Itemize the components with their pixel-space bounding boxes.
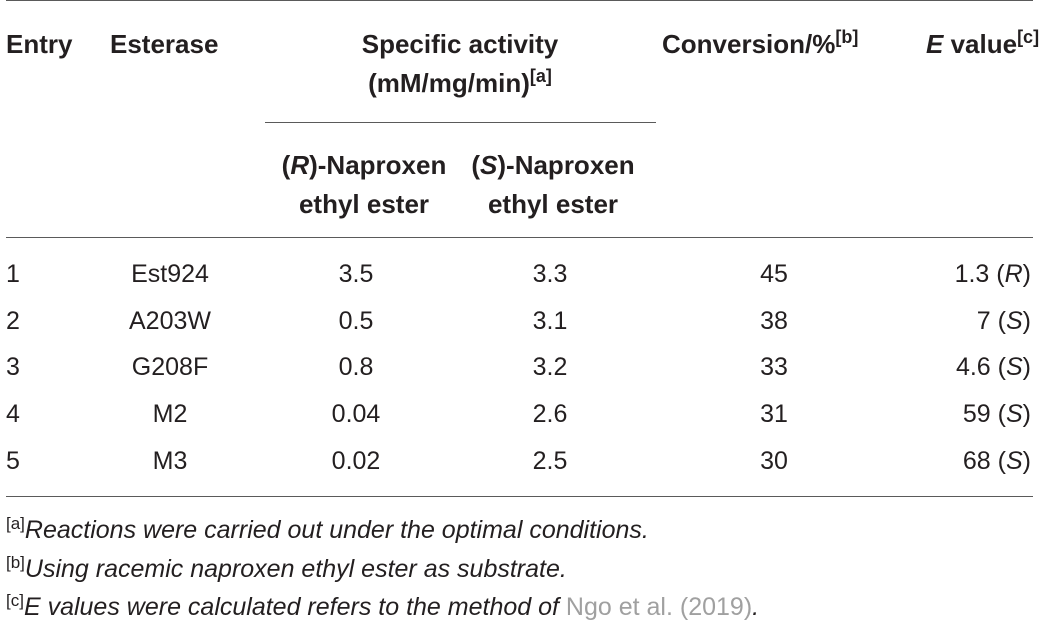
header-specific-activity-line1: Specific activity (361, 29, 559, 59)
cell-conversion: 30 (760, 447, 788, 475)
cell-entry: 3 (6, 353, 20, 381)
cell-r-activity: 3.5 (338, 260, 374, 288)
cell-esterase: G208F (131, 353, 209, 381)
footnote-a: [a]Reactions were carried out under the … (6, 514, 649, 544)
header-entry: Entry (6, 29, 73, 59)
cell-esterase: M2 (152, 400, 188, 428)
header-specific-activity-line2: (mM/mg/min)[a] (368, 66, 552, 98)
cell-s-activity: 3.2 (532, 353, 568, 381)
reference-link[interactable]: Ngo et al. (2019) (565, 593, 753, 621)
cell-entry: 5 (6, 447, 20, 475)
header-esterase: Esterase (110, 29, 219, 59)
specific-activity-underline (265, 122, 656, 123)
cell-conversion: 31 (760, 400, 788, 428)
cell-entry: 1 (6, 260, 20, 288)
cell-e-value: 1.3 (R) (954, 260, 1031, 288)
header-bottom-rule (6, 237, 1033, 238)
cell-conversion: 38 (760, 307, 788, 335)
cell-s-activity: 2.5 (532, 447, 568, 475)
footnote-c: [c]E values were calculated refers to th… (6, 591, 760, 621)
cell-conversion: 33 (760, 353, 788, 381)
cell-entry: 2 (6, 307, 20, 335)
cell-conversion: 45 (760, 260, 788, 288)
cell-s-activity: 3.1 (532, 307, 568, 335)
cell-r-activity: 0.02 (331, 447, 381, 475)
header-s-ethyl-ester: ethyl ester (487, 189, 619, 219)
table-bottom-rule (6, 496, 1033, 497)
header-conversion: Conversion/%[b] (662, 27, 859, 59)
cell-r-activity: 0.5 (338, 307, 374, 335)
cell-s-activity: 3.3 (532, 260, 568, 288)
header-s-naproxen: (S)-Naproxen (471, 150, 635, 180)
cell-entry: 4 (6, 400, 20, 428)
cell-esterase: A203W (129, 307, 211, 335)
cell-esterase: Est924 (131, 260, 209, 288)
header-e-value: E value[c] (926, 27, 1040, 59)
cell-e-value: 59 (S) (962, 400, 1031, 428)
footnote-b: [b]Using racemic naproxen ethyl ester as… (6, 553, 567, 583)
header-r-ethyl-ester: ethyl ester (298, 189, 430, 219)
top-rule (6, 0, 1033, 1)
cell-esterase: M3 (152, 447, 188, 475)
cell-e-value: 68 (S) (962, 447, 1031, 475)
cell-e-value: 7 (S) (976, 307, 1031, 335)
cell-s-activity: 2.6 (532, 400, 568, 428)
cell-r-activity: 0.04 (331, 400, 381, 428)
cell-e-value: 4.6 (S) (955, 353, 1031, 381)
header-r-naproxen: (R)-Naproxen (281, 150, 447, 180)
cell-r-activity: 0.8 (338, 353, 374, 381)
